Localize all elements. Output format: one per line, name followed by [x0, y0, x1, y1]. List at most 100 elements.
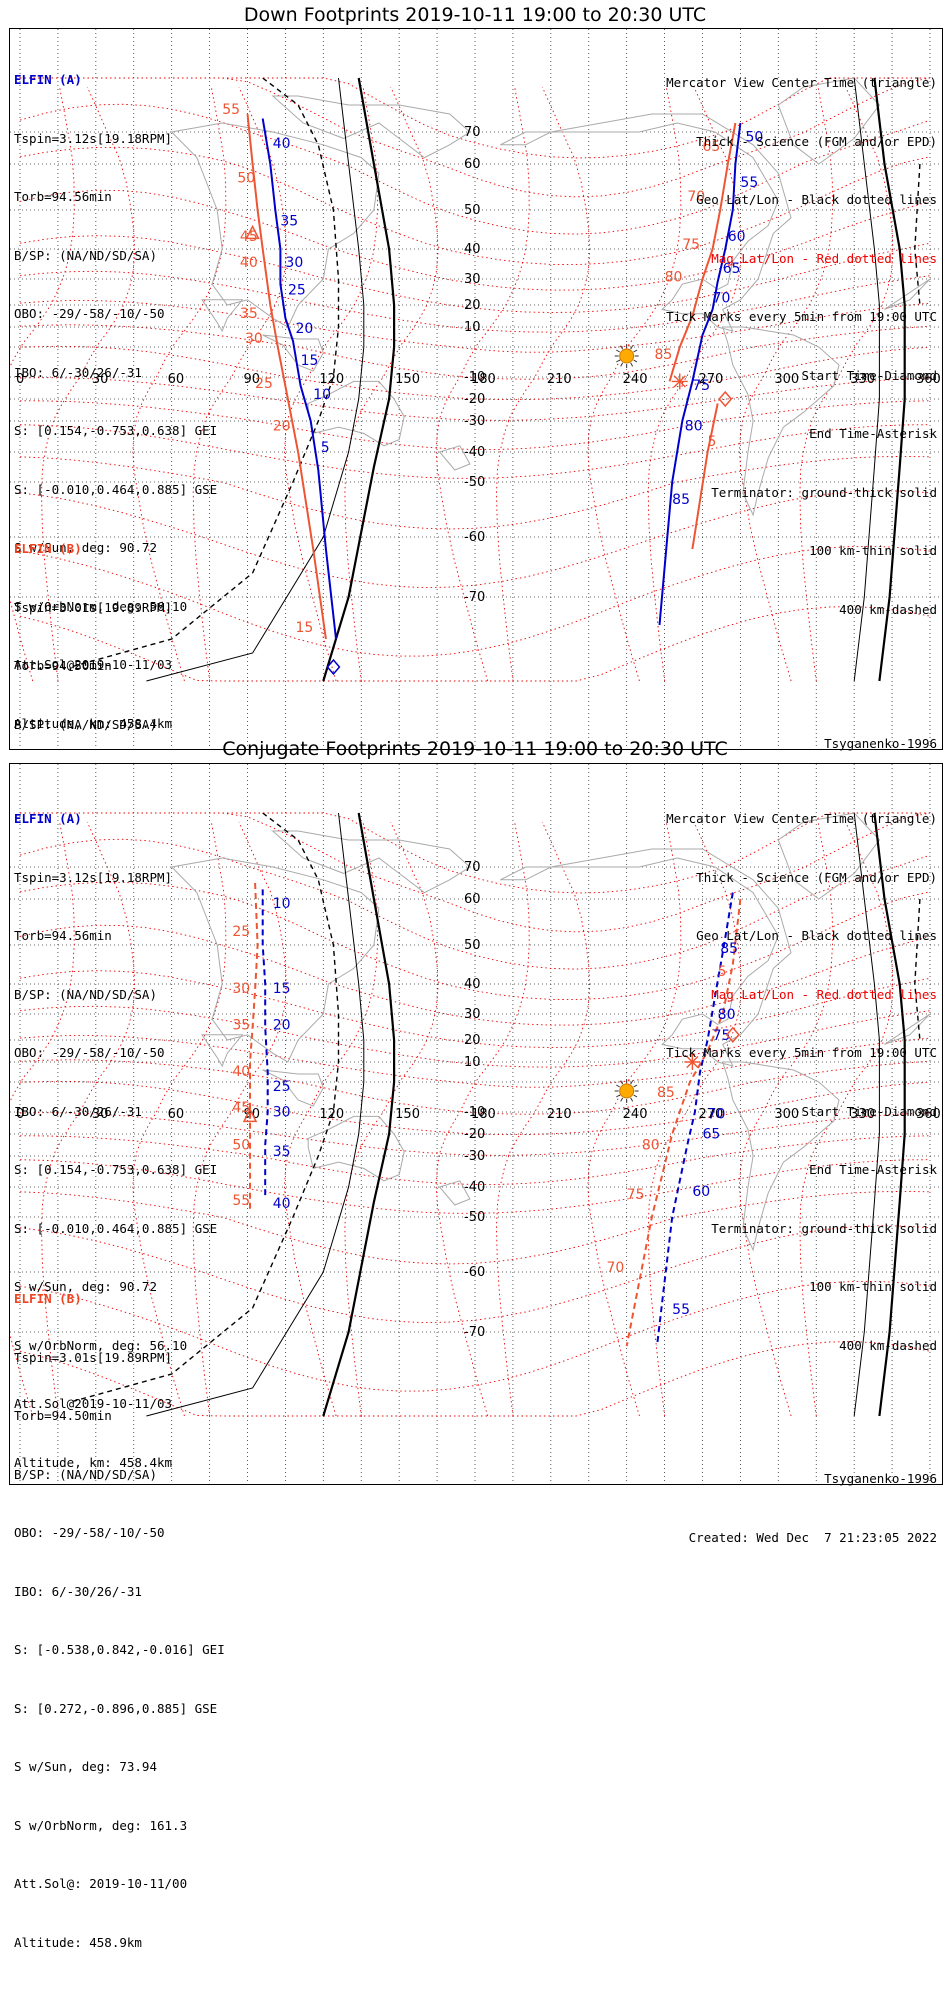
lat-tick-label: -50: [464, 1210, 485, 1225]
elfin-a-tick-label: 35: [273, 1144, 291, 1160]
lat-tick-label: -60: [464, 530, 485, 545]
elfin-a-line: S: [-0.010,0.464,0.885] GSE: [14, 1220, 218, 1236]
elfin-a-info: ELFIN (A) Tspin=3.12s[19.18RPM] Torb=94.…: [14, 770, 217, 1511]
elfin-b-tick-label: 80: [665, 270, 683, 286]
elfin-b-tick-label: 65: [703, 139, 721, 155]
legend-view: Mercator View Center Time (triangle): [666, 811, 937, 826]
mag-meridian: [435, 821, 530, 1417]
elfin-b-tick-label: 45: [240, 229, 258, 245]
elfin-a-line: OBO: -29/-58/-10/-50: [14, 306, 165, 321]
elfin-a-line: Att.Sol@2019-10-11/03: [14, 657, 173, 672]
legend-terminator: Terminator: ground-thick solid: [711, 484, 937, 500]
map-legend: Mercator View Center Time (triangle) Thi…: [666, 34, 937, 658]
sun-ray: [633, 349, 638, 353]
credit-model: Tsyganenko-1996: [824, 1471, 937, 1486]
lat-tick-label: 60: [464, 892, 481, 907]
legend-mag: Mag Lat/Lon - Red dotted lines: [711, 250, 937, 266]
lat-tick-label: 20: [464, 1033, 481, 1048]
elfin-b-line: Tspin=3.01s[19.89RPM]: [14, 599, 173, 615]
elfin-b-line: IBO: 6/-30/26/-31: [14, 1583, 142, 1599]
legend-view: Mercator View Center Time (triangle): [666, 75, 937, 90]
mag-meridian: [587, 86, 682, 682]
elfin-a-tick-label: 40: [273, 1196, 291, 1212]
coastline: [201, 1034, 244, 1068]
lon-tick-label: 0: [16, 1107, 24, 1122]
elfin-b-line: Torb=94.50min: [14, 1408, 112, 1423]
lon-tick-label: 270: [699, 372, 724, 387]
lon-tick-label: 210: [547, 1107, 572, 1122]
legend-400km: 400 km-dashed: [839, 601, 937, 617]
elfin-b-line: Altitude: 458.9km: [14, 1934, 142, 1950]
legend-start: Start Time-Diamond: [801, 367, 937, 383]
lat-tick-label: -40: [464, 1180, 485, 1195]
lon-tick-label: 150: [395, 1107, 420, 1122]
lon-tick-label: 300: [774, 1107, 799, 1122]
elfin-a-line: Altitude, km: 458.4km: [14, 1454, 173, 1470]
lon-tick-label: 360: [916, 372, 941, 387]
elfin-b-line: S w/OrbNorm, deg: 161.3: [14, 1817, 188, 1833]
sun-icon: [619, 1083, 635, 1099]
conjugate-footprints-panel: 0 30 60 90 120 150 180 210 240 270 300 330 360 70 60 50…: [9, 763, 943, 1950]
mag-meridian: [496, 86, 591, 682]
terminator-ground: [322, 77, 396, 682]
elfin-a-track: [658, 122, 742, 626]
lat-tick-label: 50: [464, 203, 481, 218]
elfin-b-tick-label: 40: [240, 255, 258, 271]
lat-tick-label: 60: [464, 157, 481, 172]
elfin-a-track: [261, 118, 337, 640]
elfin-b-tick-label: 55: [232, 1193, 250, 1209]
top-title: Down Footprints 2019-10-11 19:00 to 20:3…: [243, 4, 707, 26]
elfin-b-tick-label: 75: [627, 1187, 645, 1203]
lat-tick-label: -70: [464, 590, 485, 605]
elfin-a-tick-label: 40: [273, 136, 291, 152]
lon-tick-label: 30: [92, 1107, 109, 1122]
credit-model: Tsyganenko-1996: [824, 736, 937, 751]
elfin-a-line: Altitude, km: 458.4km: [14, 715, 173, 731]
down-footprints-panel: 0 30 60 90 120 150 180 210 240 270 300 330 360 70 60 50…: [9, 28, 943, 1200]
elfin-b-header: ELFIN (B): [14, 1291, 82, 1306]
lon-tick-label: 360: [916, 1107, 941, 1122]
mag-meridian: [799, 86, 894, 682]
elfin-b-track: [246, 113, 327, 640]
lon-tick-label: 240: [623, 372, 648, 387]
elfin-b-line: Torb=94.50min: [14, 658, 112, 673]
terminator-ground: [873, 812, 906, 1417]
lat-tick-label: -10: [464, 1105, 485, 1120]
sun-ray: [630, 1080, 634, 1085]
sun-ray: [616, 1094, 620, 1098]
end-asterisk: [686, 1055, 699, 1069]
terminator-400km: [70, 812, 340, 1403]
elfin-a-line: Tspin=3.12s[19.18RPM]: [14, 869, 173, 885]
sun-ray: [630, 362, 634, 367]
mag-parallel: [19, 189, 931, 291]
mag-meridian: [739, 86, 833, 682]
lon-tick-label: 240: [623, 1107, 648, 1122]
elfin-a-line: IBO: 6/-30/26/-31: [14, 1103, 142, 1119]
elfin-b-tick-label: 85: [654, 347, 672, 363]
elfin-a-line: IBO: 6/-30/26/-31: [14, 364, 142, 380]
lat-tick-label: 10: [464, 320, 481, 335]
mag-meridian: [344, 86, 439, 682]
start-diamond: [725, 1026, 740, 1043]
elfin-b-tick-label: 5: [718, 964, 727, 980]
sun-ray: [616, 349, 620, 353]
elfin-b-line: S: [-0.538,0.842,-0.016] GEI: [14, 1642, 225, 1657]
elfin-a-tick-label: 55: [740, 175, 758, 191]
elfin-b-tick-label: 50: [232, 1137, 250, 1153]
coastline: [438, 1180, 471, 1206]
lon-tick-label: 90: [244, 372, 261, 387]
elfin-a-track: [656, 892, 734, 1347]
lon-tick-label: 60: [168, 372, 185, 387]
mag-meridian: [192, 86, 287, 682]
legend-terminator: Terminator: ground-thick solid: [711, 1220, 937, 1236]
elfin-b-tick-label: 35: [240, 306, 258, 322]
elfin-a-tick-label: 20: [273, 1018, 291, 1034]
sun-ray: [620, 362, 624, 367]
mag-parallel: [19, 324, 931, 380]
lon-tick-label: 330: [850, 372, 875, 387]
elfin-a-tick-label: 70: [713, 290, 731, 306]
elfin-b-line: B/SP: (NA/ND/SD/SA): [14, 716, 157, 732]
mag-parallel: [19, 924, 931, 1026]
lon-tick-label: 60: [168, 1107, 185, 1122]
elfin-b-tick-label: 5: [708, 434, 717, 450]
